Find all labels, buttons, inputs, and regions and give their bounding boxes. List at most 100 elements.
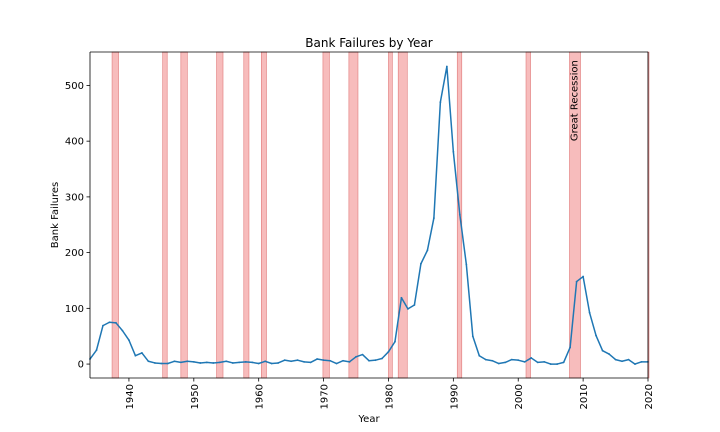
data-point: [400, 296, 403, 299]
data-point: [141, 352, 143, 354]
data-point: [329, 359, 331, 362]
data-point: [153, 362, 156, 364]
y-tick-label: 200: [65, 248, 84, 259]
data-point: [134, 354, 137, 357]
data-point: [543, 360, 546, 363]
data-point: [348, 360, 351, 363]
recession-band: [180, 51, 188, 379]
data-point: [523, 360, 526, 363]
x-tick-label: 1990: [449, 384, 460, 409]
y-tick-label: 0: [78, 360, 84, 371]
data-point: [296, 359, 299, 362]
data-point: [303, 360, 306, 363]
data-point: [569, 346, 572, 349]
data-point: [95, 349, 98, 352]
data-point: [614, 358, 617, 361]
data-point: [432, 217, 435, 219]
data-point: [102, 324, 104, 327]
data-point: [601, 349, 604, 352]
data-point: [231, 362, 234, 364]
data-point: [407, 307, 409, 310]
data-point: [491, 359, 494, 362]
data-point: [504, 361, 507, 364]
data-point: [387, 350, 390, 353]
data-point: [497, 362, 500, 365]
data-point: [257, 362, 260, 365]
axes-frame: [89, 51, 649, 379]
data-point: [562, 361, 565, 364]
x-axis-label: Year: [357, 414, 380, 425]
x-axis-ticks: 1940 1950 1960 1970 1980 1990 2000 2010 2020: [125, 378, 655, 409]
chart-title: Bank Failures by Year: [305, 36, 433, 50]
x-tick-label: 1980: [384, 384, 395, 409]
data-point: [342, 359, 344, 362]
x-tick-label: 1970: [320, 384, 331, 409]
data-point: [199, 362, 202, 364]
data-point: [478, 354, 481, 357]
data-point: [627, 358, 630, 361]
recession-band: [348, 51, 359, 379]
recession-band: [111, 51, 119, 379]
data-point: [588, 311, 591, 314]
data-point: [115, 321, 117, 324]
data-point: [608, 353, 610, 355]
data-point: [309, 361, 312, 364]
data-point: [160, 362, 163, 365]
data-point: [283, 359, 286, 362]
y-tick-label: 100: [65, 304, 84, 315]
data-point: [238, 361, 241, 364]
annotation-layer: Great Recession: [569, 60, 580, 141]
data-point: [355, 355, 357, 358]
data-point: [413, 304, 416, 306]
data-point: [517, 359, 520, 362]
data-point: [374, 359, 377, 362]
data-point: [452, 150, 455, 153]
data-point: [640, 360, 643, 363]
data-point: [270, 362, 273, 365]
data-point: [471, 335, 474, 338]
data-point: [458, 213, 461, 216]
data-point: [212, 362, 215, 364]
data-point: [556, 363, 559, 365]
data-point: [147, 360, 150, 363]
recession-band: [243, 51, 250, 379]
data-point: [251, 361, 254, 364]
data-point: [445, 65, 448, 68]
x-tick-label: 1950: [190, 384, 201, 409]
data-point: [420, 262, 422, 265]
recession-band: [525, 51, 531, 379]
y-tick-label: 500: [65, 81, 84, 92]
x-tick-label: 1940: [125, 384, 136, 409]
data-point: [316, 358, 318, 360]
x-tick-label: 1960: [255, 384, 266, 409]
data-point: [192, 360, 195, 363]
data-point: [582, 275, 585, 278]
data-point: [634, 363, 636, 365]
data-point: [225, 360, 228, 363]
data-point: [179, 361, 182, 364]
data-point: [108, 321, 111, 324]
data-point: [277, 362, 280, 364]
x-tick-label: 2010: [579, 384, 590, 409]
data-point: [361, 353, 364, 356]
data-point: [335, 362, 338, 365]
data-point: [218, 361, 221, 364]
recession-band: [397, 51, 408, 379]
data-point: [426, 249, 429, 252]
data-point: [186, 360, 189, 363]
data-point: [465, 263, 468, 266]
data-point: [530, 357, 533, 359]
data-point: [394, 340, 396, 343]
recession-band: [388, 51, 393, 379]
data-point: [510, 358, 513, 361]
data-point: [381, 357, 383, 360]
data-point: [128, 339, 130, 342]
data-point: [575, 280, 578, 283]
x-tick-label: 2020: [644, 384, 655, 409]
y-tick-label: 300: [65, 192, 84, 203]
x-tick-label: 2000: [514, 384, 525, 409]
data-point: [290, 360, 293, 363]
recession-band: [322, 51, 330, 379]
